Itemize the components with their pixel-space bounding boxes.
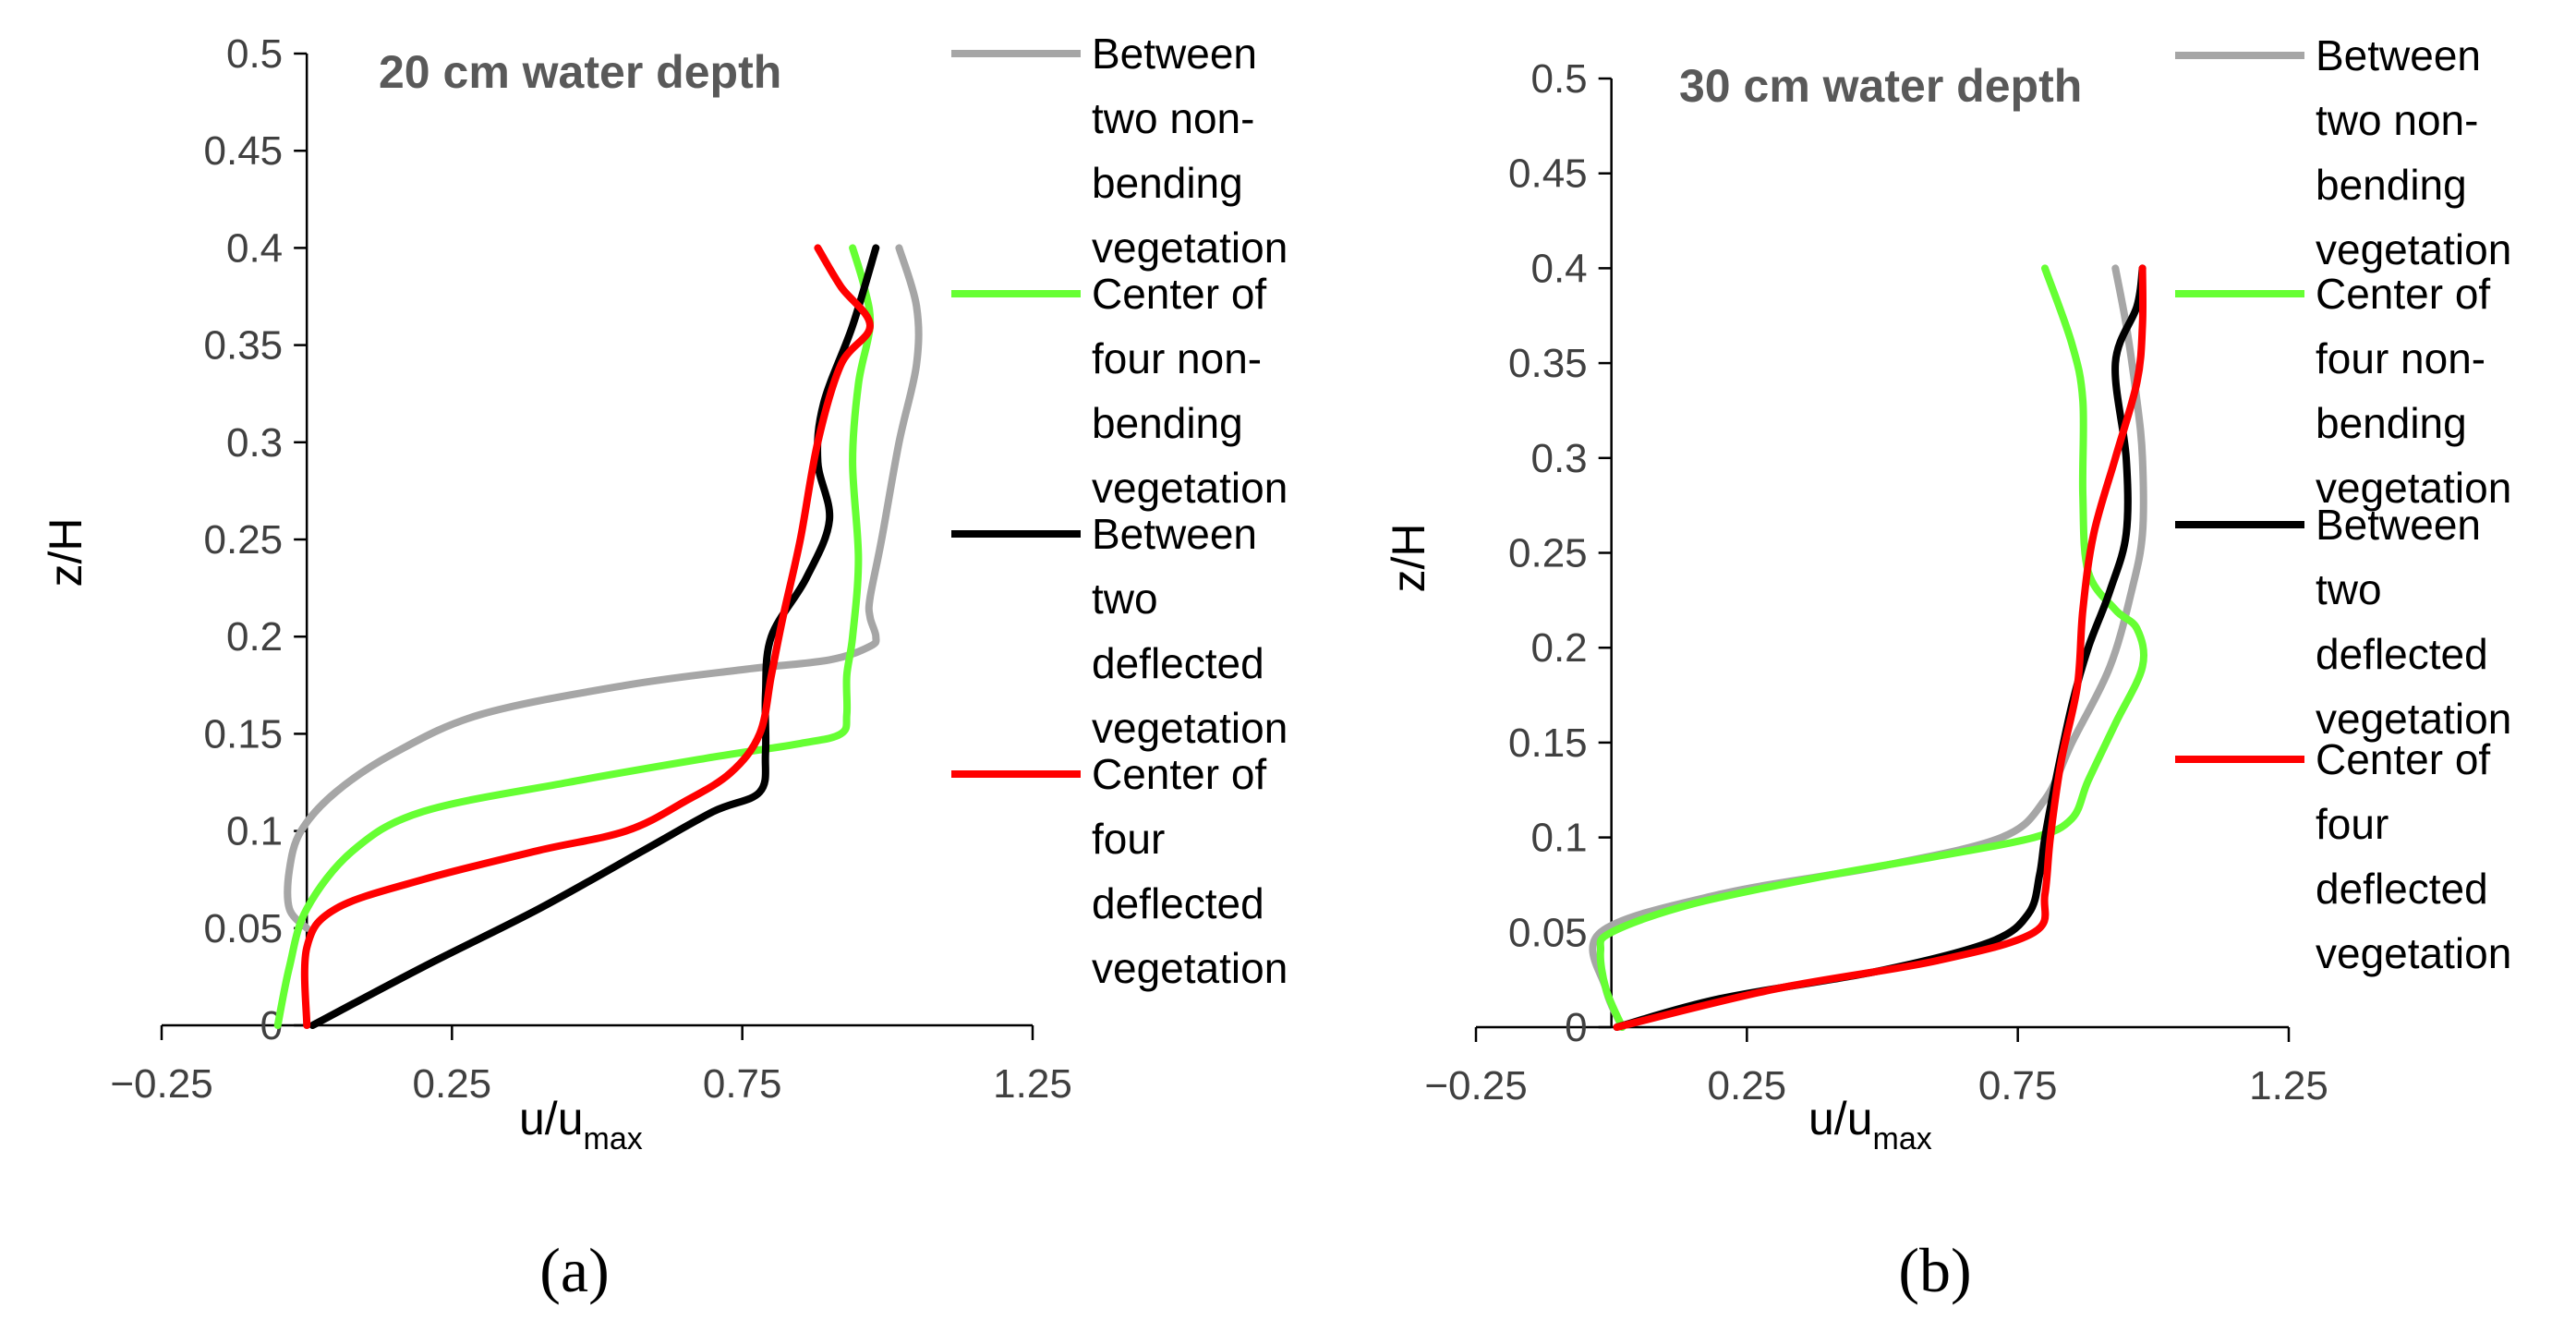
y-tick-label: 0.2 [226,614,283,660]
legend-label: vegetation [1092,704,1288,752]
series-line [284,244,923,932]
y-tick-label: 0.35 [204,323,284,369]
x-tick-label: 0.25 [1708,1063,1787,1108]
series-line [273,244,875,1029]
legend-label: deflected [2316,630,2488,678]
legend-label: Between [1092,30,1257,78]
axes-b: 0 0.05 0.1 0.15 0.2 0.25 0.3 0.35 0.4 0.45 0.5 −0.2… [1424,56,2328,1108]
legend-label: four non- [2316,334,2485,382]
x-axis-title-sub: max [1873,1121,1932,1156]
legend-label: vegetation [2316,464,2511,512]
legend-label: four non- [1092,334,1262,382]
legend-label: vegetation [2316,225,2511,273]
series-line [300,244,874,1029]
y-tick-label: 0.5 [226,31,283,77]
x-tick-label: −0.25 [1424,1063,1527,1108]
x-tick-label: 0.25 [413,1061,492,1107]
series-line [308,244,880,1029]
legend-label: Center of [2316,735,2490,783]
legend-label: Center of [1092,750,1266,798]
legend-label: vegetation [2316,695,2511,743]
legend-label: bending [1092,159,1243,207]
x-axis-title-main: u/u [519,1093,584,1144]
y-tick-label: 0 [1565,1005,1587,1050]
y-tick-label: 0.3 [1530,436,1587,481]
x-tick-label: 0.75 [703,1061,782,1107]
legend-label: four [1092,815,1165,863]
chart-panel-b: 0 0.05 0.1 0.15 0.2 0.25 0.3 0.35 0.4 0.45 0.5 −0.2… [1383,31,2511,1305]
series-line [1596,264,2148,1031]
y-axis-title-b: z/H [1383,524,1434,593]
y-tick-label: 0.4 [1530,246,1587,291]
x-axis-title-a: u/umax [519,1093,643,1156]
y-tick-label: 0.45 [204,128,284,174]
legend-label: vegetation [1092,464,1288,512]
legend-label: two [2316,565,2382,613]
y-tick-label: 0.2 [1530,625,1587,671]
series-line [1613,264,2147,1031]
y-tick-label: 0.05 [1508,910,1588,955]
y-tick-label: 0.45 [1508,151,1588,197]
legend-label: bending [1092,399,1243,447]
y-tick-label: 0.05 [204,906,284,951]
legend-label: Center of [1092,270,1266,318]
legend-label: two [1092,575,1158,623]
legend-label: two non- [1092,94,1254,142]
y-tick-label: 0.35 [1508,341,1588,386]
legend-label: two non- [2316,96,2478,144]
series-b [1589,264,2148,1031]
legend-label: four [2316,800,2389,848]
x-tick-label: 0.75 [1978,1063,2058,1108]
chart-title-a: 20 cm water depth [379,46,781,98]
y-tick-label: 0.4 [226,225,283,271]
legend-label: deflected [1092,639,1264,687]
legend-label: vegetation [2316,929,2511,977]
y-tick-label: 0.25 [1508,531,1588,576]
legend-label: bending [2316,161,2467,209]
caption-b: (b) [1898,1235,1971,1305]
series-a [273,244,923,1029]
y-tick-label: 0.15 [1508,720,1588,766]
legend-label: Between [2316,31,2481,79]
y-tick-label: 0.1 [1530,816,1587,861]
legend-label: Center of [2316,270,2490,318]
legend-label: deflected [1092,879,1264,927]
legend-label: Between [1092,510,1257,558]
x-axis-title-main: u/u [1808,1093,1873,1144]
y-tick-label: 0.3 [226,420,283,466]
x-tick-label: 1.25 [993,1061,1072,1107]
x-axis-title-sub: max [584,1121,643,1156]
legend-label: deflected [2316,865,2488,913]
y-tick-label: 0.15 [204,711,284,757]
y-tick-label: 0.25 [204,517,284,563]
legend-label: bending [2316,399,2467,447]
legend-label: vegetation [1092,944,1288,992]
y-tick-label: 0.1 [226,809,283,854]
x-tick-label: −0.25 [110,1061,212,1107]
y-axis-title-a: z/H [40,518,91,587]
chart-panel-a: 00.050.10.150.20.250.30.350.40.450.5−0.2… [40,30,1288,1305]
y-tick-label: 0.5 [1530,56,1587,102]
x-tick-label: 1.25 [2249,1063,2328,1108]
caption-a: (a) [539,1235,609,1305]
legend-label: vegetation [1092,224,1288,272]
series-line [1589,264,2147,1031]
legend-label: Between [2316,501,2481,549]
chart-title-b: 30 cm water depth [1679,60,2082,112]
x-axis-title-b: u/umax [1808,1093,1932,1156]
axes-a: 00.050.10.150.20.250.30.350.40.450.5−0.2… [110,31,1071,1107]
series-line [1613,264,2147,1031]
